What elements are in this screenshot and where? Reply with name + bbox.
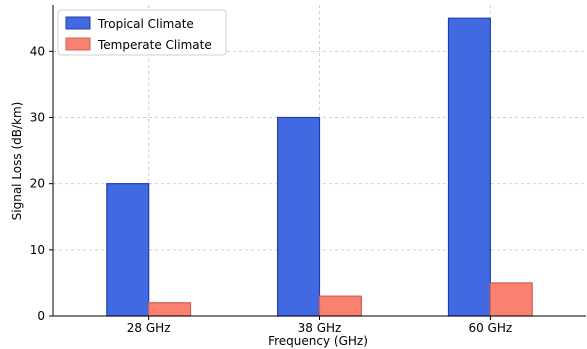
y-tick-label: 30 — [30, 110, 45, 124]
y-axis-label: Signal Loss (dB/km) — [10, 102, 24, 221]
y-tick-label: 20 — [30, 177, 45, 191]
legend-box — [57, 9, 227, 56]
x-axis-label: Frequency (GHz) — [268, 334, 368, 348]
x-tick-label: 38 GHz — [298, 321, 342, 335]
bar-tropical-60ghz — [447, 17, 491, 317]
bars — [106, 17, 533, 317]
legend: Tropical Climate Temperate Climate — [57, 9, 227, 56]
y-tick-label: 10 — [30, 243, 45, 257]
bar-tropical-38ghz — [277, 116, 321, 317]
bar-tropical-28ghz — [106, 183, 150, 317]
legend-label-tropical: Tropical Climate — [97, 17, 194, 31]
bar-temperate-28ghz — [148, 302, 192, 317]
x-tick-label: 60 GHz — [468, 321, 512, 335]
y-tick-label: 0 — [37, 309, 45, 323]
y-tick-label: 40 — [30, 44, 45, 58]
legend-label-temperate: Temperate Climate — [97, 38, 212, 52]
bar-temperate-60ghz — [489, 282, 533, 317]
bar-temperate-38ghz — [318, 295, 362, 317]
legend-swatch-tropical — [65, 16, 91, 30]
tick-labels: 0 10 20 30 40 28 GHz 38 GHz 60 GHz — [30, 44, 512, 335]
legend-swatch-temperate — [65, 37, 91, 51]
x-tick-label: 28 GHz — [127, 321, 171, 335]
